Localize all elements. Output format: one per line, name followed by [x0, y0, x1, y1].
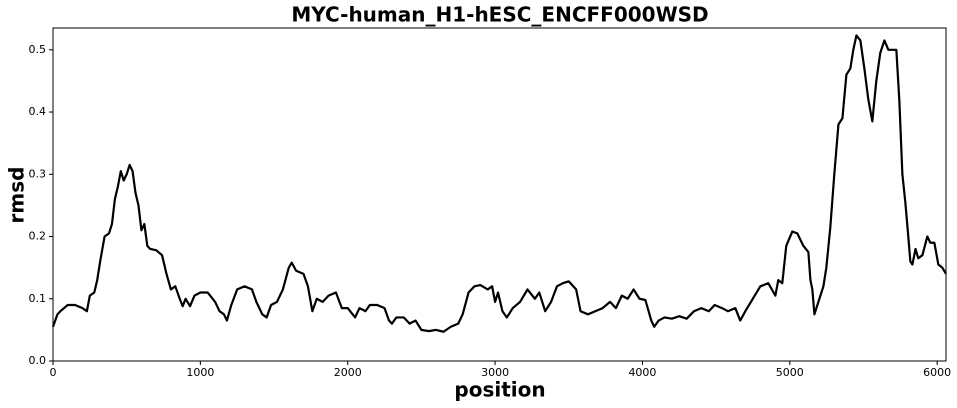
chart-title: MYC-human_H1-hESC_ENCFF000WSD: [291, 3, 708, 27]
x-tick-label: 5000: [776, 366, 804, 379]
y-tick-label: 0.0: [29, 354, 47, 367]
x-tick-label: 0: [50, 366, 57, 379]
y-tick-label: 0.3: [29, 167, 47, 180]
x-axis-label: position: [454, 378, 545, 402]
x-tick-label: 1000: [186, 366, 214, 379]
data-line: [51, 34, 947, 333]
y-tick-label: 0.2: [29, 230, 47, 243]
x-tick-label: 3000: [481, 366, 509, 379]
y-axis-label: rmsd: [5, 167, 29, 224]
x-tick-label: 2000: [334, 366, 362, 379]
plot-frame: [52, 27, 947, 362]
y-tick-label: 0.1: [29, 292, 47, 305]
x-tick-label: 6000: [923, 366, 951, 379]
y-tick-label: 0.5: [29, 43, 47, 56]
x-tick-label: 4000: [628, 366, 656, 379]
y-tick-label: 0.4: [29, 105, 47, 118]
